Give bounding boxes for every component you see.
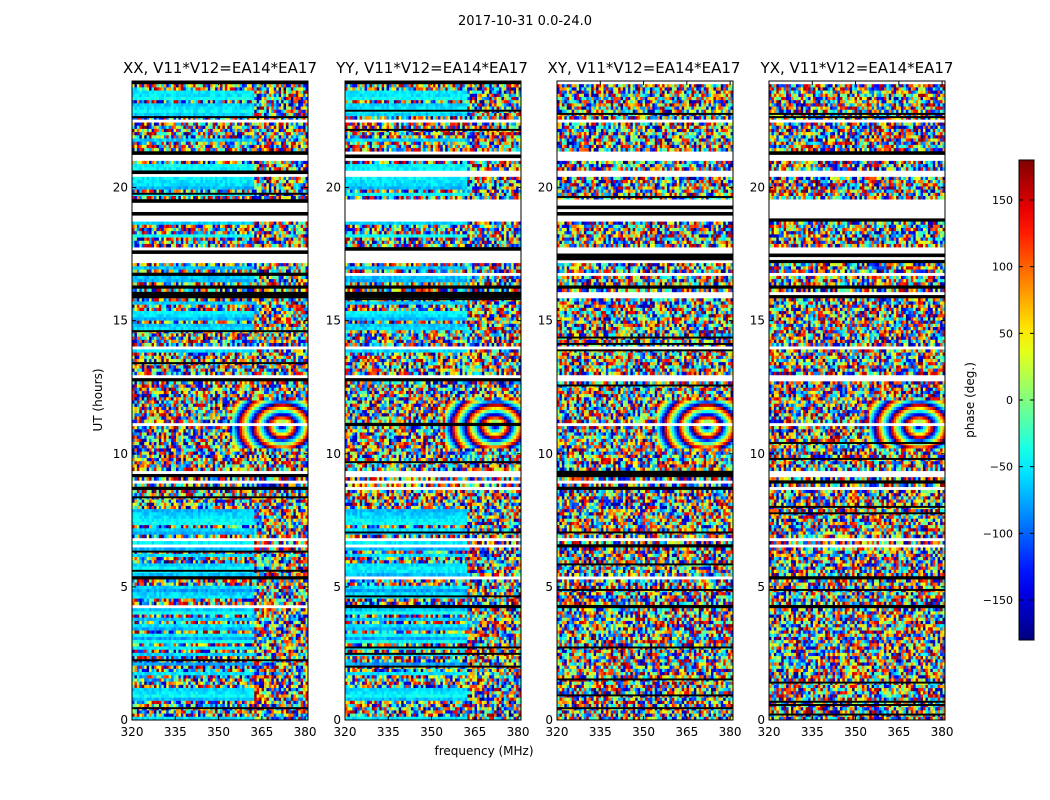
x-tick-label: 320 <box>334 725 357 739</box>
y-tick-label: 10 <box>750 447 765 461</box>
figure-title: 2017-10-31 0.0-24.0 <box>0 14 1050 29</box>
y-tick-label: 15 <box>750 314 765 328</box>
panel-yy: 0 5 10 15 20 320 335 350 365 380 <box>326 80 530 739</box>
y-tick-label: 0 <box>545 713 553 727</box>
x-tick-label: 380 <box>931 725 954 739</box>
panels-group: 0 5 10 15 20 320 335 350 365 380 0 5 10 15 20 320 335 350… <box>113 80 954 739</box>
panel-frame <box>344 80 522 721</box>
panel-xx: 0 5 10 15 20 320 335 350 365 380 <box>113 80 317 739</box>
x-tick-label: 350 <box>207 725 230 739</box>
y-tick-label: 20 <box>326 181 341 195</box>
y-tick-label: 15 <box>113 314 128 328</box>
y-tick-label: 0 <box>757 713 765 727</box>
x-tick-label: 350 <box>420 725 443 739</box>
x-tick-label: 380 <box>719 725 742 739</box>
panel-title-yy: YY, V11*V12=EA14*EA17 <box>336 59 528 77</box>
y-axis-label: UT (hours) <box>91 368 105 431</box>
panel-title-xx: XX, V11*V12=EA14*EA17 <box>123 59 317 77</box>
phase-image <box>557 84 733 720</box>
x-tick-label: 365 <box>463 725 486 739</box>
phase-image <box>132 81 308 720</box>
x-tick-label: 320 <box>758 725 781 739</box>
phase-image <box>345 81 521 720</box>
x-tick-label: 335 <box>377 725 400 739</box>
x-tick-label: 365 <box>675 725 698 739</box>
y-tick-label: 10 <box>326 447 341 461</box>
panel-title-yx: YX, V11*V12=EA14*EA17 <box>761 59 954 77</box>
panel-frame <box>556 80 734 721</box>
x-tick-label: 350 <box>632 725 655 739</box>
x-tick-label: 365 <box>250 725 273 739</box>
panel-title-xy: XY, V11*V12=EA14*EA17 <box>548 59 741 77</box>
colorbar-tick-label: −100 <box>983 527 1013 540</box>
x-tick-label: 380 <box>507 725 530 739</box>
y-tick-label: 0 <box>333 713 341 727</box>
x-tick-label: 320 <box>546 725 569 739</box>
x-tick-label: 335 <box>801 725 824 739</box>
y-tick-label: 10 <box>113 447 128 461</box>
colorbar-tick-label: 150 <box>992 194 1013 207</box>
y-tick-label: 15 <box>326 314 341 328</box>
colorbar-tick-label: 100 <box>992 261 1013 274</box>
y-tick-label: 15 <box>538 314 553 328</box>
colorbar-tick-label: −150 <box>983 594 1013 607</box>
x-tick-label: 365 <box>887 725 910 739</box>
colorbar-tick-label: −50 <box>990 461 1013 474</box>
phase-image <box>769 84 945 720</box>
colorbar-label: phase (deg.) <box>963 362 977 438</box>
x-tick-label: 380 <box>294 725 317 739</box>
y-tick-label: 20 <box>750 181 765 195</box>
panel-frame <box>768 80 946 721</box>
y-tick-label: 5 <box>757 580 765 594</box>
panel-frame <box>131 80 309 721</box>
y-tick-label: 5 <box>333 580 341 594</box>
y-tick-label: 20 <box>113 181 128 195</box>
x-tick-label: 335 <box>589 725 612 739</box>
panel-yx: 0 5 10 15 20 320 335 350 365 380 <box>750 80 954 739</box>
y-tick-label: 5 <box>120 580 128 594</box>
panel-xy: 0 5 10 15 20 320 335 350 365 380 <box>538 80 742 739</box>
colorbar: −150 −100 −50 0 50 100 150 <box>983 159 1035 641</box>
y-tick-label: 0 <box>120 713 128 727</box>
x-axis-label: frequency (MHz) <box>434 744 533 758</box>
colorbar-tick-label: 50 <box>999 327 1013 340</box>
y-tick-label: 10 <box>538 447 553 461</box>
x-tick-label: 320 <box>121 725 144 739</box>
colorbar-tick-label: 0 <box>1006 394 1013 407</box>
x-tick-label: 335 <box>164 725 187 739</box>
x-tick-label: 350 <box>844 725 867 739</box>
y-tick-label: 20 <box>538 181 553 195</box>
y-tick-label: 5 <box>545 580 553 594</box>
